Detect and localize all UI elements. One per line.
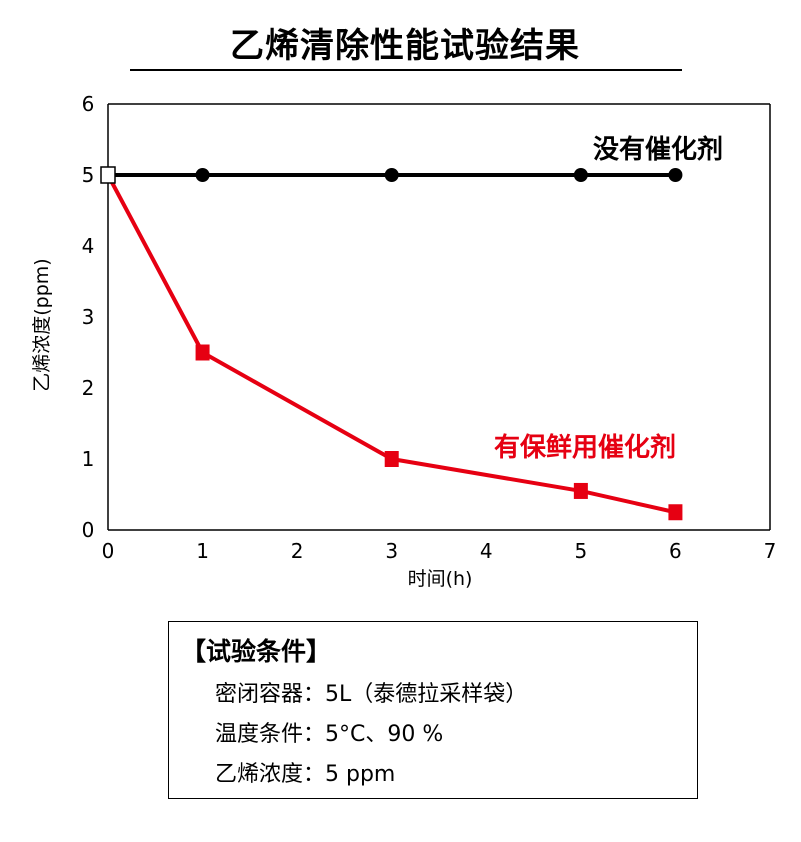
- series-label-with-catalyst: 有保鲜用催化剂: [494, 433, 676, 463]
- data-point: [573, 482, 588, 499]
- x-tick-label: 5: [574, 539, 587, 563]
- data-point: [195, 168, 210, 182]
- series-label-no-catalyst: 没有催化剂: [593, 135, 723, 165]
- y-tick-label: 5: [82, 163, 95, 187]
- condition-temperature: 温度条件：5°C、90 %: [215, 722, 444, 747]
- x-tick-label: 7: [764, 539, 777, 563]
- y-tick-label: 2: [82, 376, 95, 400]
- data-point: [384, 451, 399, 467]
- data-point: [668, 504, 683, 521]
- y-tick-label: 4: [82, 234, 95, 258]
- conditions-heading: 【试验条件】: [181, 637, 332, 666]
- y-tick-label: 3: [82, 305, 95, 329]
- test-conditions-box: 【试验条件】 密闭容器：5L（泰德拉采样袋） 温度条件：5°C、90 % 乙烯浓…: [168, 621, 698, 799]
- line-chart: 0 1 2 3 4 5 6 7 0 1 2 3 4 5 6 时间(h) 乙烯浓度(ppm) 没有催化剂有保鲜…: [31, 92, 777, 590]
- condition-ethylene: 乙烯浓度：5 ppm: [215, 762, 396, 787]
- x-tick-label: 4: [480, 539, 493, 563]
- x-tick-label: 1: [196, 539, 209, 563]
- x-axis-label: 时间(h): [408, 568, 473, 590]
- page-title: 乙烯清除性能试验结果: [230, 26, 580, 66]
- y-tick-label: 6: [82, 92, 95, 116]
- x-tick-label: 0: [102, 539, 115, 563]
- data-point: [384, 168, 399, 182]
- data-point: [668, 168, 683, 182]
- y-tick-label: 1: [82, 447, 95, 471]
- x-tick-label: 2: [291, 539, 304, 563]
- y-tick-label: 0: [82, 518, 95, 542]
- title-underline: [130, 69, 682, 71]
- x-tick-label: 3: [385, 539, 398, 563]
- condition-container: 密闭容器：5L（泰德拉采样袋）: [215, 682, 528, 707]
- data-point: [195, 344, 210, 361]
- x-tick-label: 6: [669, 539, 682, 563]
- data-point-start: [100, 166, 116, 184]
- y-axis-label: 乙烯浓度(ppm): [31, 258, 53, 391]
- data-point: [573, 168, 588, 182]
